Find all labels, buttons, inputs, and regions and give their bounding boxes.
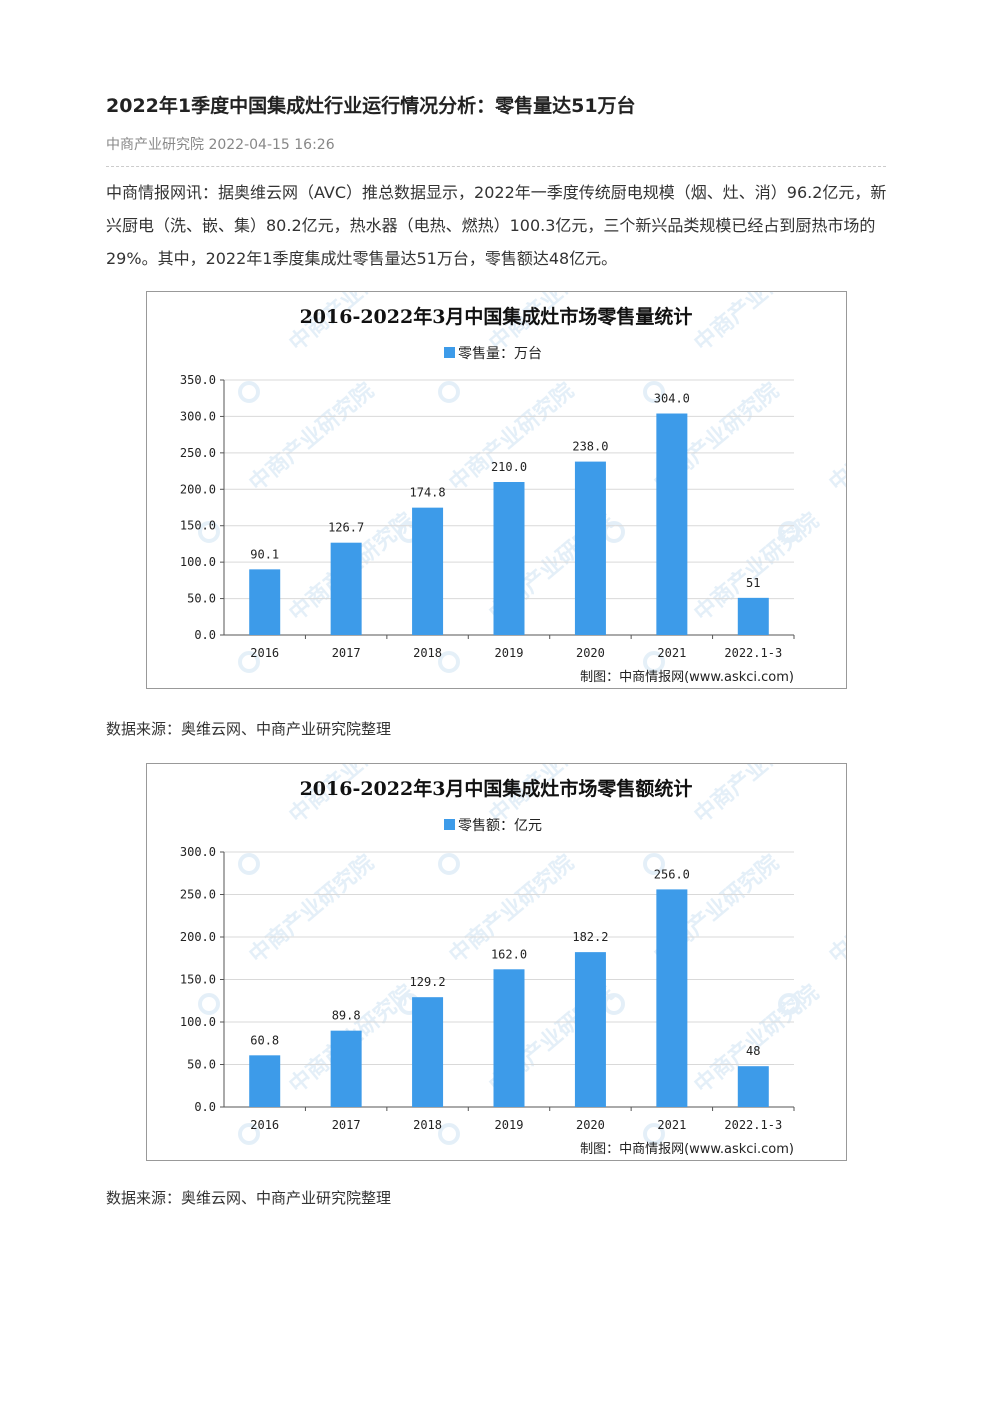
bar bbox=[574, 461, 606, 635]
y-tick-label: 0.0 bbox=[194, 1100, 216, 1114]
y-tick-label: 0.0 bbox=[194, 628, 216, 642]
data-label: 162.0 bbox=[491, 947, 527, 961]
x-tick-label: 2021 bbox=[657, 646, 686, 660]
y-tick-label: 300.0 bbox=[180, 845, 216, 859]
watermark-text: 中商产业研究院 bbox=[689, 292, 824, 357]
y-tick-label: 100.0 bbox=[180, 1015, 216, 1029]
y-tick-label: 250.0 bbox=[180, 446, 216, 460]
bar bbox=[249, 1055, 281, 1107]
chart-title: 2016-2022年3月中国集成灶市场零售额统计 bbox=[300, 777, 693, 800]
meta-divider bbox=[106, 166, 886, 167]
legend-swatch bbox=[444, 347, 455, 358]
watermark-logo-icon bbox=[238, 651, 260, 673]
article-meta: 中商产业研究院 2022-04-15 16:26 bbox=[106, 137, 335, 153]
article-title: 2022年1季度中国集成灶行业运行情况分析：零售量达51万台 bbox=[106, 95, 636, 117]
watermark-logo-icon bbox=[778, 521, 800, 543]
x-tick-label: 2016 bbox=[250, 646, 279, 660]
source-note-1: 数据来源：奥维云网、中商产业研究院整理 bbox=[106, 720, 392, 738]
y-tick-label: 300.0 bbox=[180, 409, 216, 423]
watermark-logo-icon bbox=[643, 381, 665, 403]
data-label: 210.0 bbox=[491, 460, 527, 474]
y-tick-label: 50.0 bbox=[187, 592, 216, 606]
bar bbox=[737, 597, 769, 635]
bar bbox=[493, 482, 525, 635]
bar bbox=[574, 952, 606, 1107]
bar bbox=[656, 889, 688, 1107]
watermark-logo-icon bbox=[438, 651, 460, 673]
watermark-logo-icon bbox=[238, 853, 260, 875]
x-tick-label: 2018 bbox=[413, 1118, 442, 1132]
data-label: 238.0 bbox=[572, 440, 608, 454]
bar bbox=[330, 1030, 362, 1107]
bar bbox=[249, 569, 281, 635]
y-tick-label: 200.0 bbox=[180, 482, 216, 496]
watermark-logo-icon bbox=[438, 381, 460, 403]
x-tick-label: 2019 bbox=[495, 1118, 524, 1132]
x-tick-label: 2017 bbox=[332, 1118, 361, 1132]
watermark-text: 中商产业研究院 bbox=[244, 378, 379, 497]
watermark-text: 中商产业研究院 bbox=[244, 850, 379, 969]
watermark-logo-icon bbox=[198, 993, 220, 1015]
bar bbox=[737, 1066, 769, 1107]
y-tick-label: 150.0 bbox=[180, 519, 216, 533]
legend-label: 零售额：亿元 bbox=[458, 818, 542, 834]
bar bbox=[656, 413, 688, 635]
data-label: 89.8 bbox=[332, 1009, 361, 1023]
source-note-2: 数据来源：奥维云网、中商产业研究院整理 bbox=[106, 1189, 392, 1207]
data-label: 90.1 bbox=[250, 547, 279, 561]
data-label: 129.2 bbox=[410, 975, 446, 989]
x-tick-label: 2022.1-3 bbox=[724, 646, 782, 660]
x-tick-label: 2017 bbox=[332, 646, 361, 660]
data-label: 51 bbox=[746, 576, 760, 590]
data-label: 48 bbox=[746, 1044, 760, 1058]
data-label: 174.8 bbox=[410, 486, 446, 500]
watermark-text: 中商产业研究院 bbox=[824, 850, 846, 969]
watermark-logo-icon bbox=[438, 853, 460, 875]
y-tick-label: 350.0 bbox=[180, 373, 216, 387]
x-tick-label: 2016 bbox=[250, 1118, 279, 1132]
chart-credit: 制图：中商情报网(www.askci.com) bbox=[580, 670, 794, 685]
x-tick-label: 2021 bbox=[657, 1118, 686, 1132]
bar bbox=[412, 997, 444, 1107]
bar bbox=[330, 542, 362, 635]
watermark-text: 中商产业研究院 bbox=[824, 378, 846, 497]
x-tick-label: 2022.1-3 bbox=[724, 1118, 782, 1132]
chart-title: 2016-2022年3月中国集成灶市场零售量统计 bbox=[300, 305, 693, 328]
watermark-text: 中商产业研究院 bbox=[689, 764, 824, 829]
bar bbox=[412, 507, 444, 635]
watermark-logo-icon bbox=[198, 521, 220, 543]
watermark-logo-icon bbox=[643, 853, 665, 875]
bar bbox=[493, 969, 525, 1107]
y-tick-label: 100.0 bbox=[180, 555, 216, 569]
data-label: 256.0 bbox=[654, 867, 690, 881]
chart-retail-volume: 中商产业研究院 中商产业研究院 中商产业研究院 中商产业研究院 中商产业研究院 中商产业研… bbox=[146, 291, 847, 689]
x-tick-label: 2020 bbox=[576, 646, 605, 660]
y-tick-label: 50.0 bbox=[187, 1058, 216, 1072]
y-tick-label: 250.0 bbox=[180, 888, 216, 902]
legend-label: 零售量：万台 bbox=[458, 346, 542, 362]
watermark-logo-icon bbox=[643, 651, 665, 673]
article-paragraph: 中商情报网讯：据奥维云网（AVC）推总数据显示，2022年一季度传统厨电规模（烟… bbox=[106, 183, 887, 268]
x-tick-label: 2018 bbox=[413, 646, 442, 660]
data-label: 126.7 bbox=[328, 521, 364, 535]
watermark-logo-icon bbox=[238, 381, 260, 403]
chart-credit: 制图：中商情报网(www.askci.com) bbox=[580, 1142, 794, 1157]
data-label: 182.2 bbox=[572, 930, 608, 944]
chart-retail-value: 中商产业研究院 中商产业研究院 中商产业研究院 中商产业研究院 中商产业研究院 中商产业研… bbox=[146, 763, 847, 1161]
y-tick-label: 200.0 bbox=[180, 930, 216, 944]
x-tick-label: 2019 bbox=[495, 646, 524, 660]
watermark-logo-icon bbox=[438, 1123, 460, 1145]
watermark-logo-icon bbox=[238, 1123, 260, 1145]
legend-swatch bbox=[444, 819, 455, 830]
y-tick-label: 150.0 bbox=[180, 973, 216, 987]
x-tick-label: 2020 bbox=[576, 1118, 605, 1132]
watermark-logo-icon bbox=[778, 993, 800, 1015]
data-label: 60.8 bbox=[250, 1033, 279, 1047]
watermark-logo-icon bbox=[643, 1123, 665, 1145]
data-label: 304.0 bbox=[654, 392, 690, 406]
watermark-text: 中商产业研究院 bbox=[444, 378, 579, 497]
